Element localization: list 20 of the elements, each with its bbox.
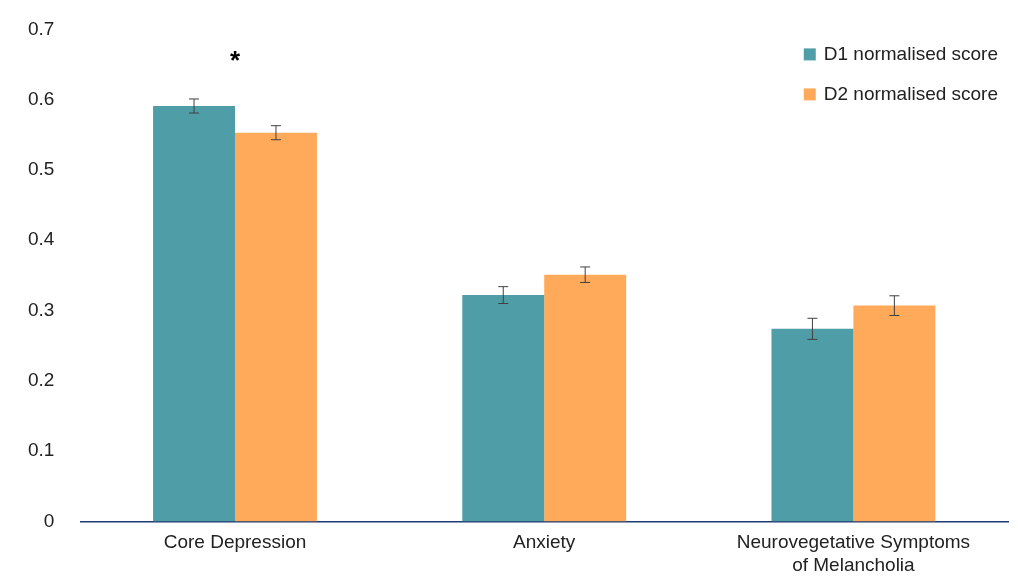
y-tick-label: 0.4	[27, 228, 55, 250]
bar	[462, 295, 545, 522]
y-tick-label: 0.2	[27, 369, 55, 391]
x-tick-label: Core Depression	[163, 531, 307, 553]
bar	[853, 305, 936, 522]
y-tick-label: 0.7	[27, 17, 55, 39]
x-tick-label: Neurovegetative Symptoms of Melancholia	[736, 531, 971, 575]
legend-label: D2 normalised score	[823, 82, 999, 104]
bar	[771, 328, 854, 522]
bar	[235, 132, 317, 522]
bar	[153, 106, 236, 522]
y-tick-label: 0.6	[27, 87, 55, 109]
y-tick-label: 0	[43, 509, 55, 531]
y-tick-label: 0.5	[27, 158, 55, 180]
x-tick-label: Anxiety	[513, 531, 576, 553]
annotation: *	[229, 44, 241, 75]
bar	[544, 274, 627, 522]
legend-label: D1 normalised score	[823, 42, 999, 64]
y-tick-label: 0.3	[27, 298, 55, 320]
y-tick-label: 0.1	[27, 439, 55, 461]
